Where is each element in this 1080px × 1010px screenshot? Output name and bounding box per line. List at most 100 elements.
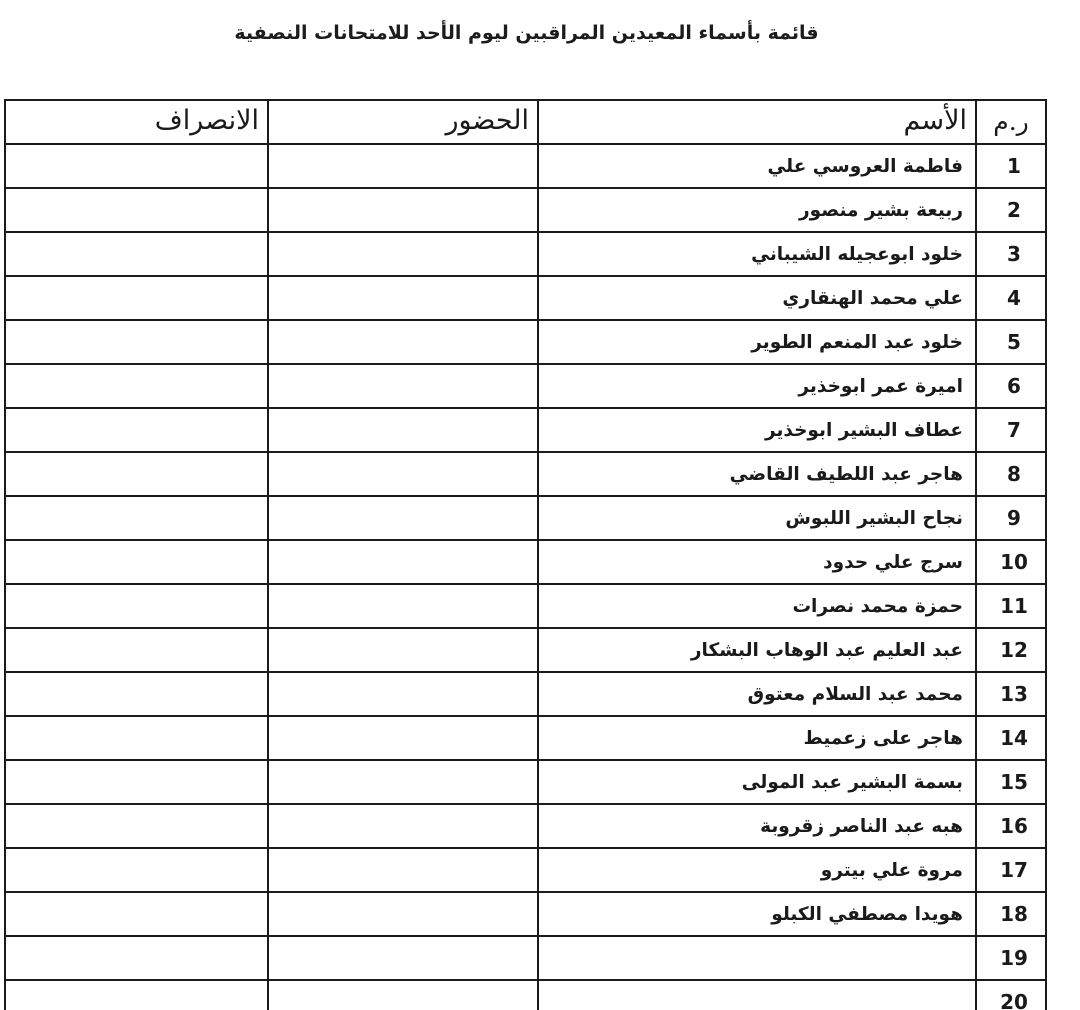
departure-cell bbox=[4, 539, 269, 585]
attendance-cell bbox=[267, 759, 539, 805]
attendance-cell bbox=[267, 407, 539, 453]
row-number-cell: 12 bbox=[975, 627, 1047, 673]
row-number-cell: 6 bbox=[975, 363, 1047, 409]
name-cell: سرج علي حدود bbox=[537, 539, 977, 585]
attendance-cell bbox=[267, 451, 539, 497]
column-header-name: الأسم bbox=[537, 99, 977, 145]
row-number-cell: 9 bbox=[975, 495, 1047, 541]
departure-cell bbox=[4, 495, 269, 541]
departure-cell bbox=[4, 583, 269, 629]
attendance-cell bbox=[267, 583, 539, 629]
name-cell bbox=[537, 979, 977, 1010]
attendance-cell bbox=[267, 627, 539, 673]
table-row: 10 سرج علي حدود bbox=[4, 539, 1047, 585]
attendance-cell bbox=[267, 803, 539, 849]
table-row: 20 bbox=[4, 979, 1047, 1010]
row-number-cell: 18 bbox=[975, 891, 1047, 937]
table-row: 3 خلود ابوعجيله الشيباني bbox=[4, 231, 1047, 277]
table-row: 5 خلود عبد المنعم الطوير bbox=[4, 319, 1047, 365]
departure-cell bbox=[4, 715, 269, 761]
departure-cell bbox=[4, 847, 269, 893]
page-title: قائمة بأسماء المعيدين المراقبين ليوم الأ… bbox=[234, 22, 819, 44]
row-number-cell: 3 bbox=[975, 231, 1047, 277]
table-row: 9 نجاح البشير اللبوش bbox=[4, 495, 1047, 541]
departure-cell bbox=[4, 231, 269, 277]
departure-cell bbox=[4, 451, 269, 497]
row-number-cell: 16 bbox=[975, 803, 1047, 849]
departure-cell bbox=[4, 671, 269, 717]
name-cell bbox=[537, 935, 977, 981]
column-header-number: ر.م bbox=[975, 99, 1047, 145]
supervisors-table: ر.م الأسم الحضور الانصراف 1 فاطمة العروس… bbox=[4, 99, 1047, 1010]
table-header-row: ر.م الأسم الحضور الانصراف bbox=[4, 99, 1047, 145]
row-number-cell: 8 bbox=[975, 451, 1047, 497]
name-cell: اميرة عمر ابوخذير bbox=[537, 363, 977, 409]
column-header-departure: الانصراف bbox=[4, 99, 269, 145]
row-number-cell: 13 bbox=[975, 671, 1047, 717]
name-cell: محمد عبد السلام معتوق bbox=[537, 671, 977, 717]
table-row: 11 حمزة محمد نصرات bbox=[4, 583, 1047, 629]
name-cell: فاطمة العروسي علي bbox=[537, 143, 977, 189]
row-number-cell: 11 bbox=[975, 583, 1047, 629]
table-row: 4 علي محمد الهنقاري bbox=[4, 275, 1047, 321]
table-row: 12 عبد العليم عبد الوهاب البشكار bbox=[4, 627, 1047, 673]
row-number-cell: 17 bbox=[975, 847, 1047, 893]
departure-cell bbox=[4, 935, 269, 981]
name-cell: خلود عبد المنعم الطوير bbox=[537, 319, 977, 365]
table-row: 15 بسمة البشير عبد المولى bbox=[4, 759, 1047, 805]
departure-cell bbox=[4, 407, 269, 453]
table-row: 17 مروة علي بيترو bbox=[4, 847, 1047, 893]
table-row: 2 ربيعة بشير منصور bbox=[4, 187, 1047, 233]
attendance-cell bbox=[267, 847, 539, 893]
row-number-cell: 4 bbox=[975, 275, 1047, 321]
attendance-cell bbox=[267, 495, 539, 541]
departure-cell bbox=[4, 275, 269, 321]
departure-cell bbox=[4, 803, 269, 849]
row-number-cell: 10 bbox=[975, 539, 1047, 585]
name-cell: هاجر على زعميط bbox=[537, 715, 977, 761]
name-cell: عبد العليم عبد الوهاب البشكار bbox=[537, 627, 977, 673]
name-cell: هاجر عبد اللطيف القاضي bbox=[537, 451, 977, 497]
attendance-cell bbox=[267, 363, 539, 409]
attendance-cell bbox=[267, 979, 539, 1010]
table-row: 19 bbox=[4, 935, 1047, 981]
departure-cell bbox=[4, 627, 269, 673]
name-cell: عطاف البشير ابوخذير bbox=[537, 407, 977, 453]
row-number-cell: 15 bbox=[975, 759, 1047, 805]
departure-cell bbox=[4, 759, 269, 805]
table-row: 14 هاجر على زعميط bbox=[4, 715, 1047, 761]
name-cell: مروة علي بيترو bbox=[537, 847, 977, 893]
departure-cell bbox=[4, 979, 269, 1010]
name-cell: خلود ابوعجيله الشيباني bbox=[537, 231, 977, 277]
departure-cell bbox=[4, 143, 269, 189]
departure-cell bbox=[4, 187, 269, 233]
name-cell: هبه عبد الناصر زقروبة bbox=[537, 803, 977, 849]
row-number-cell: 20 bbox=[975, 979, 1047, 1010]
table-row: 1 فاطمة العروسي علي bbox=[4, 143, 1047, 189]
row-number-cell: 2 bbox=[975, 187, 1047, 233]
attendance-cell bbox=[267, 187, 539, 233]
attendance-cell bbox=[267, 891, 539, 937]
table-row: 8 هاجر عبد اللطيف القاضي bbox=[4, 451, 1047, 497]
table-row: 13 محمد عبد السلام معتوق bbox=[4, 671, 1047, 717]
name-cell: نجاح البشير اللبوش bbox=[537, 495, 977, 541]
row-number-cell: 14 bbox=[975, 715, 1047, 761]
attendance-cell bbox=[267, 935, 539, 981]
name-cell: ربيعة بشير منصور bbox=[537, 187, 977, 233]
row-number-cell: 19 bbox=[975, 935, 1047, 981]
table-row: 6 اميرة عمر ابوخذير bbox=[4, 363, 1047, 409]
row-number-cell: 5 bbox=[975, 319, 1047, 365]
attendance-cell bbox=[267, 275, 539, 321]
table-row: 7 عطاف البشير ابوخذير bbox=[4, 407, 1047, 453]
name-cell: بسمة البشير عبد المولى bbox=[537, 759, 977, 805]
attendance-cell bbox=[267, 671, 539, 717]
attendance-cell bbox=[267, 319, 539, 365]
name-cell: علي محمد الهنقاري bbox=[537, 275, 977, 321]
departure-cell bbox=[4, 891, 269, 937]
attendance-cell bbox=[267, 715, 539, 761]
table-row: 16 هبه عبد الناصر زقروبة bbox=[4, 803, 1047, 849]
attendance-cell bbox=[267, 143, 539, 189]
departure-cell bbox=[4, 319, 269, 365]
name-cell: هويدا مصطفي الكبلو bbox=[537, 891, 977, 937]
